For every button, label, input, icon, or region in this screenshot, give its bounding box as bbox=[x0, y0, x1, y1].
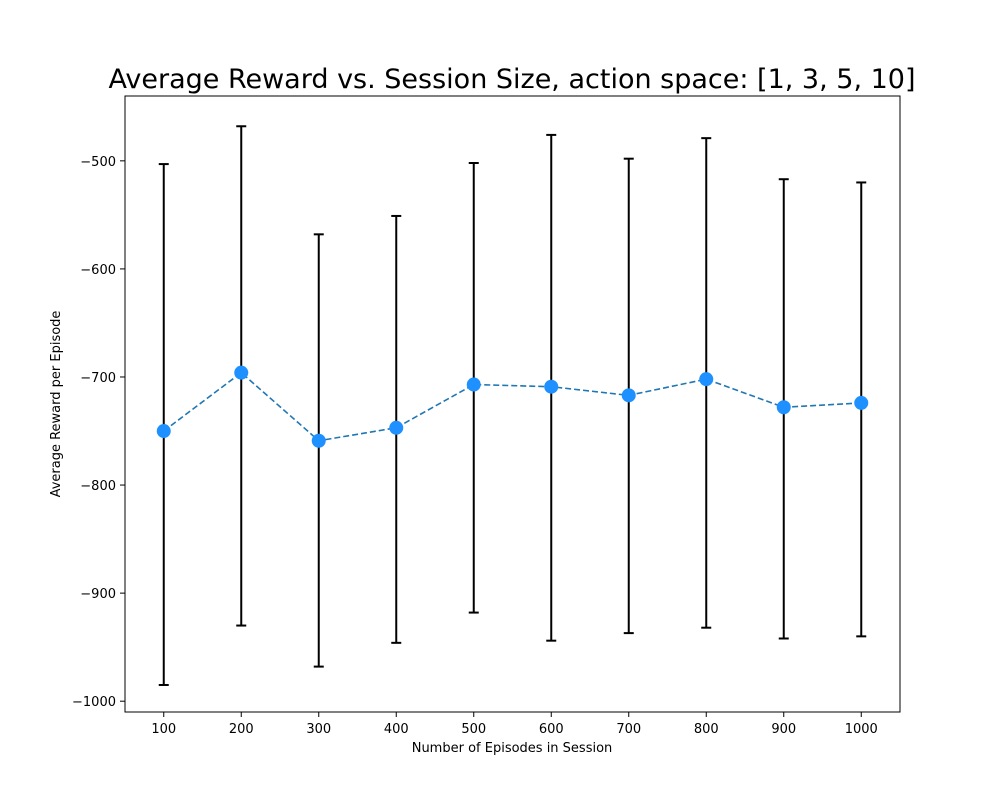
x-tick-label: 1000 bbox=[845, 722, 878, 737]
data-point bbox=[311, 433, 326, 448]
x-tick-label: 500 bbox=[461, 722, 486, 737]
plot-frame bbox=[124, 95, 901, 713]
x-tick-label: 300 bbox=[306, 722, 331, 737]
y-tick-label: −1000 bbox=[72, 695, 116, 710]
data-point bbox=[544, 379, 559, 394]
x-tick-label: 100 bbox=[151, 722, 176, 737]
y-tick-label: −600 bbox=[80, 263, 116, 278]
data-point bbox=[234, 365, 249, 380]
data-markers bbox=[156, 365, 869, 448]
plot-area bbox=[125, 96, 900, 712]
series-line bbox=[163, 371, 862, 442]
x-axis: 100 200 300 400 500 600 700 800 900 1000 bbox=[151, 712, 878, 737]
x-tick-label: 200 bbox=[229, 722, 254, 737]
y-axis-label: Average Reward per Episode bbox=[49, 311, 64, 498]
y-tick-label: −800 bbox=[80, 479, 116, 494]
x-tick-label: 700 bbox=[616, 722, 641, 737]
y-tick-label: −900 bbox=[80, 587, 116, 602]
data-point bbox=[156, 424, 171, 439]
y-axis: −500 −600 −700 −800 −900 −1000 bbox=[72, 155, 125, 710]
chart-title: Average Reward vs. Session Size, action … bbox=[108, 64, 915, 95]
y-tick-label: −500 bbox=[80, 155, 116, 170]
x-tick-label: 800 bbox=[694, 722, 719, 737]
data-point bbox=[699, 372, 714, 387]
x-tick-label: 400 bbox=[384, 722, 409, 737]
x-tick-label: 900 bbox=[771, 722, 796, 737]
x-axis-label: Number of Episodes in Session bbox=[412, 741, 613, 756]
data-point bbox=[776, 400, 791, 415]
data-point bbox=[854, 395, 869, 410]
data-point bbox=[621, 388, 636, 403]
x-tick-label: 600 bbox=[539, 722, 564, 737]
data-point bbox=[389, 420, 404, 435]
y-tick-label: −700 bbox=[80, 371, 116, 386]
data-point bbox=[466, 377, 481, 392]
